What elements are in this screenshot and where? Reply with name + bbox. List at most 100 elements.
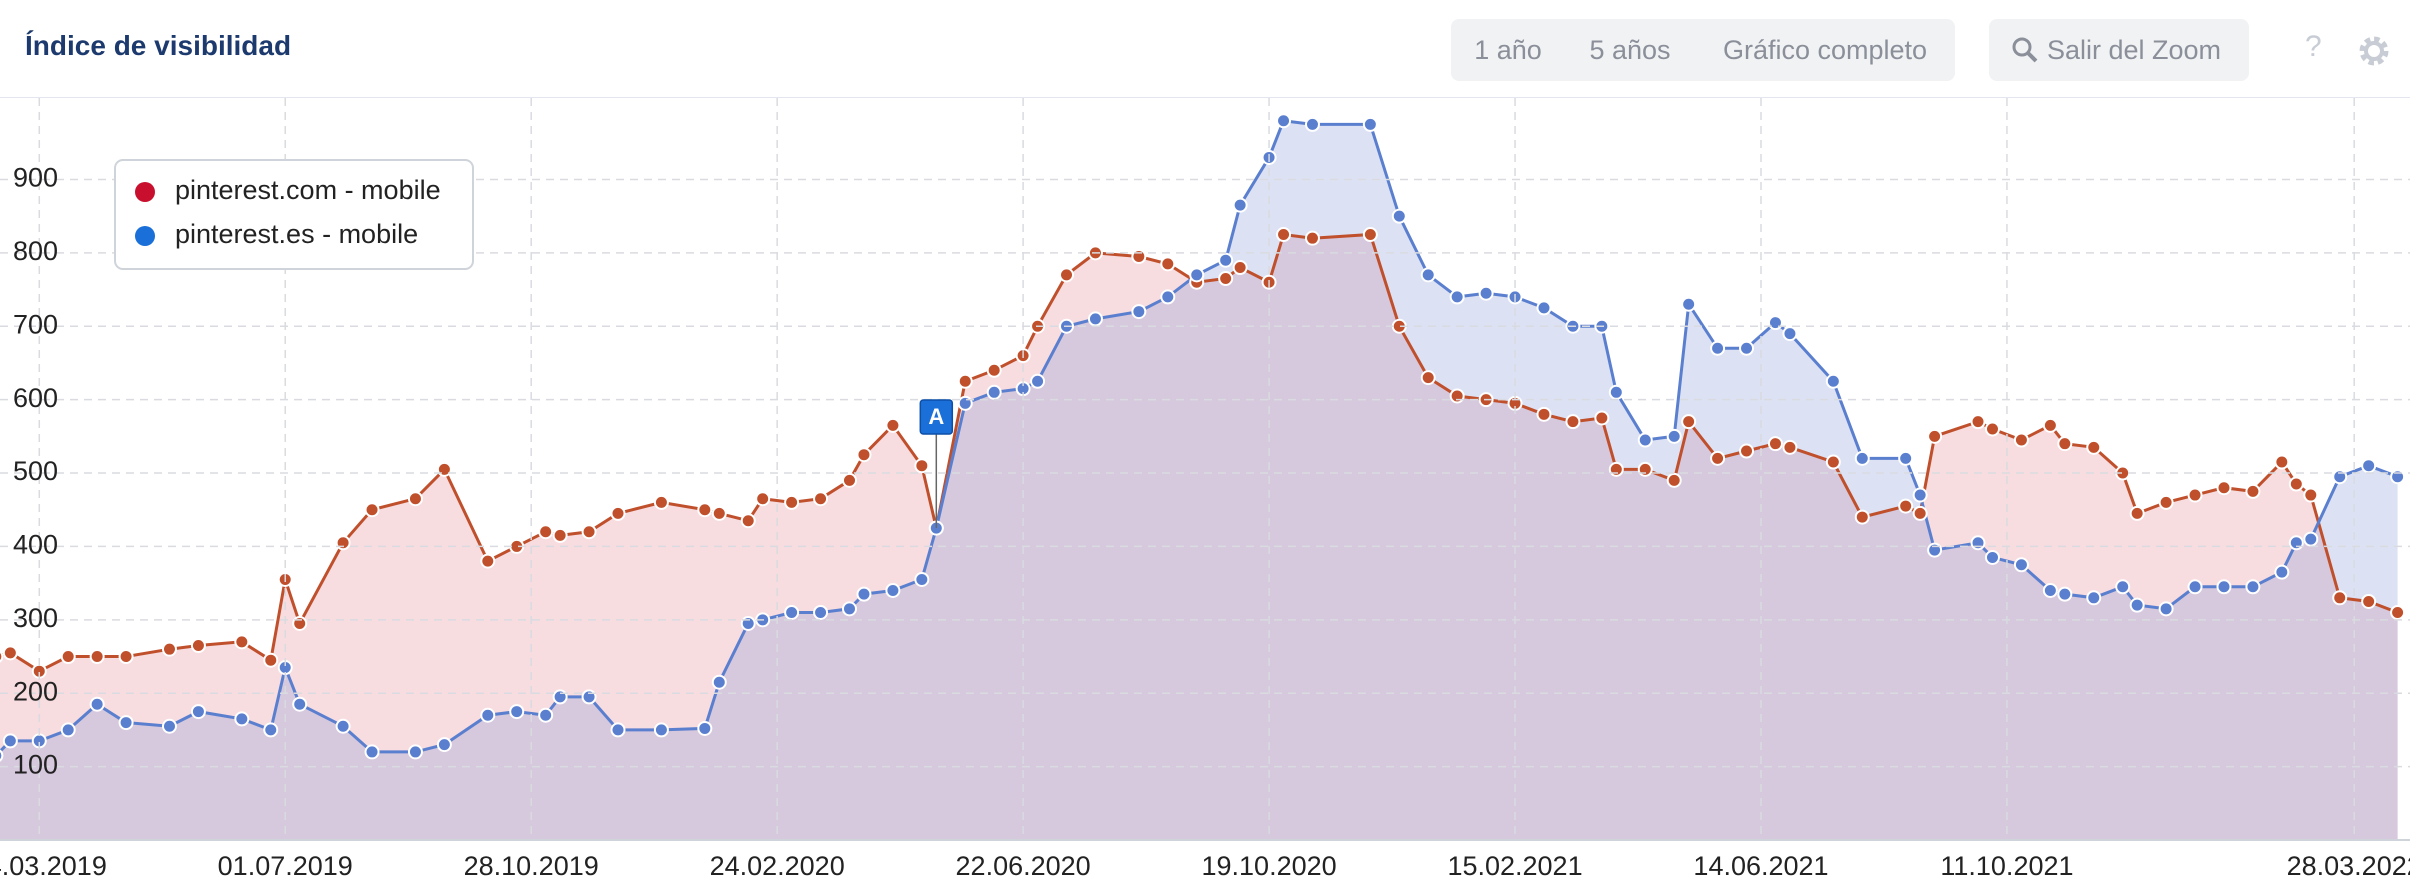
- point: [1131, 304, 1147, 320]
- point: [1608, 461, 1624, 477]
- point: [957, 373, 973, 389]
- point: [813, 491, 829, 507]
- point: [2216, 480, 2232, 496]
- point: [1782, 439, 1798, 455]
- x-tick-label: 19.10.2020: [1202, 851, 1337, 881]
- range-button[interactable]: 1 año: [1451, 19, 1565, 81]
- point: [2288, 476, 2304, 492]
- point: [653, 494, 669, 510]
- point: [1637, 432, 1653, 448]
- range-button[interactable]: Gráfico completo: [1695, 19, 1955, 81]
- point: [813, 604, 829, 620]
- point: [1898, 498, 1914, 514]
- point: [190, 704, 206, 720]
- point: [2057, 436, 2073, 452]
- point: [436, 737, 452, 753]
- range-button[interactable]: 5 años: [1565, 19, 1695, 81]
- point: [1912, 487, 1928, 503]
- point: [2187, 579, 2203, 595]
- y-tick-label: 800: [13, 236, 58, 266]
- point: [60, 722, 76, 738]
- point: [1218, 252, 1234, 268]
- point: [1984, 421, 2000, 437]
- legend-marker: [135, 226, 155, 246]
- point: [1276, 227, 1292, 243]
- settings-icon[interactable]: [2357, 34, 2391, 68]
- point: [581, 689, 597, 705]
- point: [2332, 469, 2348, 485]
- point: [234, 634, 250, 650]
- point: [234, 711, 250, 727]
- zoom-label: Salir del Zoom: [2046, 35, 2222, 65]
- point: [118, 715, 134, 731]
- point: [364, 744, 380, 760]
- x-tick-label: 11.10.2021: [1940, 851, 2073, 881]
- point: [2013, 432, 2029, 448]
- point: [1449, 388, 1465, 404]
- point: [60, 649, 76, 665]
- y-tick-label: 200: [13, 676, 58, 706]
- y-tick-label: 300: [13, 603, 58, 633]
- point: [784, 604, 800, 620]
- legend-label: pinterest.com - mobile: [175, 175, 441, 205]
- y-tick-label: 900: [13, 163, 58, 193]
- point: [2274, 564, 2290, 580]
- x-tick-label: 14.06.2021: [1693, 851, 1828, 881]
- point: [1232, 260, 1248, 276]
- point: [161, 718, 177, 734]
- zoom-button[interactable]: Salir del Zoom: [1989, 19, 2249, 81]
- point: [538, 524, 554, 540]
- point: [1912, 505, 1928, 521]
- point: [89, 649, 105, 665]
- point: [1970, 414, 1986, 430]
- plot: [0, 113, 2406, 840]
- point: [1854, 450, 1870, 466]
- point: [1189, 267, 1205, 283]
- point: [1681, 414, 1697, 430]
- point: [2390, 469, 2406, 485]
- area: [0, 120, 2398, 840]
- annotation-label: A: [928, 404, 944, 429]
- point: [2288, 535, 2304, 551]
- point: [740, 513, 756, 529]
- x-tick-label: 28.10.2019: [464, 851, 599, 881]
- point: [2303, 487, 2319, 503]
- point: [1666, 428, 1682, 444]
- point: [1131, 249, 1147, 265]
- point: [856, 447, 872, 463]
- annotation-flag: [919, 399, 954, 435]
- point: [2158, 601, 2174, 617]
- point: [2057, 586, 2073, 602]
- point: [1825, 373, 1841, 389]
- point: [161, 641, 177, 657]
- point: [1608, 384, 1624, 400]
- point: [841, 601, 857, 617]
- point: [2303, 531, 2319, 547]
- point: [0, 749, 4, 762]
- point: [1854, 509, 1870, 525]
- point: [1536, 406, 1552, 422]
- point: [2245, 483, 2261, 499]
- point: [1984, 549, 2000, 565]
- point: [885, 582, 901, 598]
- point: [1637, 461, 1653, 477]
- point: [1970, 535, 1986, 551]
- point: [1565, 414, 1581, 430]
- point: [755, 491, 771, 507]
- point: [118, 649, 134, 665]
- point: [1160, 289, 1176, 305]
- point: [1767, 315, 1783, 331]
- point: [1362, 116, 1378, 132]
- point: [1782, 326, 1798, 342]
- help-icon[interactable]: ?: [2305, 30, 2322, 63]
- point: [581, 524, 597, 540]
- y-tick-label: 500: [13, 456, 58, 486]
- point: [1898, 450, 1914, 466]
- point: [1739, 340, 1755, 356]
- point: [2158, 494, 2174, 510]
- point: [1304, 230, 1320, 246]
- point: [2245, 579, 2261, 595]
- point: [552, 527, 568, 543]
